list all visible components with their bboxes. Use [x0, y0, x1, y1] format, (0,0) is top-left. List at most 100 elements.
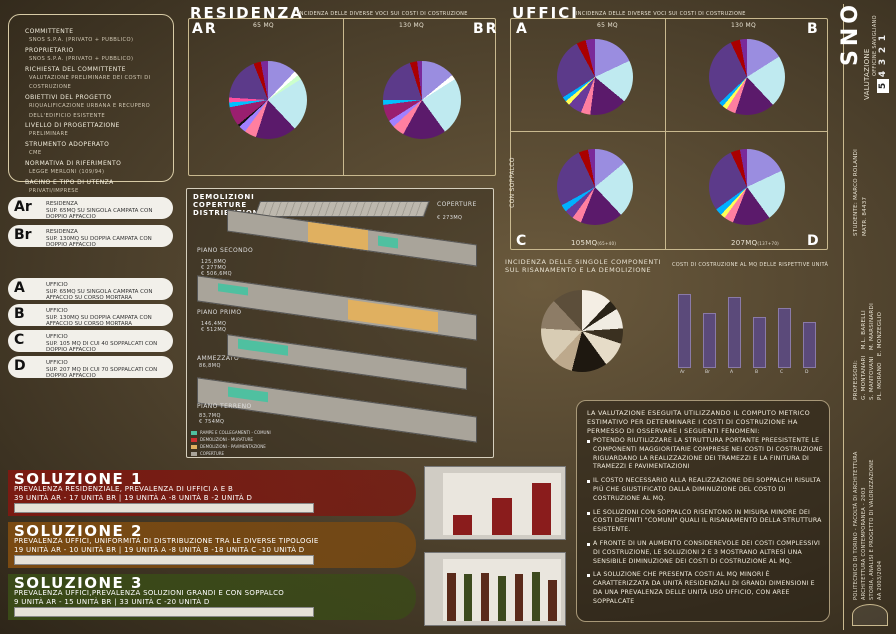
unit-code-b: B [807, 21, 820, 37]
label-terreno-l2: € 754mq [199, 419, 225, 425]
area-primo-teal [218, 283, 248, 296]
demolizioni-panel: DemolizioniCopertureDistribuzione Copert… [186, 188, 494, 458]
demolizioni-legend-item: Coperture [191, 450, 271, 457]
label-primo-l2: € 512mq [201, 327, 227, 333]
bullet-icon [587, 511, 590, 515]
soluzione-desc: Prevalenza residenziale, prevalenza di u… [14, 485, 234, 493]
soluzione-1: Soluzione 1 Prevalenza residenziale, prev… [8, 470, 416, 516]
costi-category-label: Br [705, 370, 710, 375]
sol-bar [514, 573, 524, 621]
sol-bar [531, 572, 540, 621]
costi-bar-Br [703, 313, 716, 368]
unit-pill-br: Br Residenza Sup. 130mq su doppia campata … [8, 225, 173, 249]
unit-area-c: 105mq(65+40) [571, 239, 617, 247]
sol-chart-2-bars [443, 559, 561, 621]
soluzione-title: Soluzione 3 [14, 574, 143, 592]
professori-block: Professori: G. Montanari M.L. Barelli S. M… [853, 302, 883, 400]
legend-label: Demolizioni - pavimentazione [200, 444, 266, 449]
project-info-panel: Committente Snos S.p.a. (privato + pubbli… [8, 14, 174, 194]
valutazione-point: La soluzione che presenta costi al mq mi… [587, 571, 823, 606]
info-line: Legge Merloni (109/94) [29, 169, 105, 176]
unit-pill-code: Br [14, 227, 32, 243]
residenza-title: Residenza [190, 4, 304, 22]
pie-chart-d [709, 149, 785, 225]
costi-category-label: Ar [680, 370, 685, 375]
info-line: Riqualificazione urbana e recupero dell'… [29, 103, 151, 119]
unit-pill-title: Residenza [46, 201, 78, 207]
area-primo-orange [348, 299, 438, 333]
unit-pill-desc: Ufficio Sup. 105 mq di cui 40 soppalcati … [46, 334, 173, 354]
sol-bar [548, 579, 557, 621]
costi-bars-area [672, 280, 824, 368]
soluzione-table [14, 555, 314, 565]
polito-seal-icon [852, 604, 888, 626]
unit-area-br: 130 mq [399, 22, 425, 29]
unit-pill-title: Residenza [46, 229, 78, 235]
costi-chart-title: Costi di costruzione al mq delle rispett… [672, 262, 829, 268]
info-line: Bacino e tipo di utenza [25, 178, 114, 186]
point-text: Potendo riutilizzare la struttura portan… [593, 437, 823, 471]
info-line: Proprietario [25, 46, 74, 54]
unit-area-d: 207mq(137+70) [731, 239, 780, 247]
point-text: Il costo necessario alla realizzazione d… [593, 477, 821, 502]
label-piano-primo: Piano primo [197, 309, 242, 316]
unit-code-br: Br [473, 21, 499, 37]
unit-pill-ar: Ar Residenza Sup. 65mq su singola campata … [8, 197, 173, 221]
unit-pill-desc: Residenza Sup. 65mq su singola campata co… [46, 201, 173, 221]
point-text: Le soluzioni con soppalco risentono in m… [593, 508, 822, 534]
soluzione-chart-2 [424, 552, 566, 626]
costi-bar-C [778, 307, 791, 368]
uffici-title: Uffici [512, 4, 579, 22]
legend-swatch [191, 437, 197, 442]
uffici-subtitle: Incidenza delle diverse voci sui costi d… [576, 11, 746, 17]
costi-bar-D [803, 321, 816, 368]
valutazione-point: Il costo necessario alla realizzazione d… [587, 477, 823, 503]
pie-chart-incidenza [541, 290, 623, 372]
unit-pill-desc: Ufficio Sup. 130mq su doppia campata con … [46, 308, 173, 328]
soluzione-title: Soluzione 1 [14, 470, 143, 488]
unit-pill-code: A [14, 280, 25, 296]
incidenza-title: Incidenza delle singole componenti sul ri… [505, 258, 661, 274]
bullet-icon [587, 574, 590, 578]
unit-code-c: C [516, 233, 529, 249]
unit-pill-a: A Ufficio Sup. 65mq su singola campata con… [8, 278, 173, 301]
info-line: Preliminare [29, 131, 69, 138]
legend-label: Rampe e collegamenti - comuni [200, 430, 271, 435]
floor-piano-primo [197, 275, 477, 341]
bullet-icon [587, 542, 590, 546]
info-line: Snos S.p.a. (privato + pubblico) [29, 37, 134, 44]
sol-bar [492, 497, 512, 535]
label-coperture: Coperture [437, 201, 477, 208]
unit-pill-code: C [14, 332, 25, 348]
valutazione-panel: La valutazione eseguita utilizzando il c… [576, 400, 830, 622]
sol-bar [447, 573, 456, 621]
costi-chart [668, 280, 828, 368]
label-piano-terreno: Piano terreno [197, 403, 252, 410]
student-block: Studente: Marco Rolandi matr. 84437 [853, 148, 868, 236]
costi-category-label: D [805, 370, 809, 375]
residenza-subtitle: Incidenza delle diverse voci sui costi d… [298, 11, 468, 17]
demolizioni-legend: Rampe e collegamenti - comuni Demolizioni… [191, 429, 271, 457]
legend-label: Demolizioni - murature [200, 437, 253, 442]
label-secondo-l3: € 506,6mq [201, 271, 232, 277]
legend-swatch [191, 430, 197, 435]
legend-swatch [191, 444, 197, 449]
bullet-icon [587, 480, 590, 484]
sol-bar [497, 575, 507, 621]
soluzione-chart-1 [424, 466, 566, 540]
valutazione-point: Potendo riutilizzare la struttura portan… [587, 437, 823, 472]
unit-pill-c: C Ufficio Sup. 105 mq di cui 40 soppalcati… [8, 330, 173, 354]
page-number-5[interactable]: 5 [877, 79, 889, 93]
legend-label: Coperture [200, 451, 225, 456]
unit-pill-text: Sup. 65mq su singola campata con doppio … [46, 207, 153, 221]
bullet-icon [587, 440, 590, 443]
legend-swatch [191, 451, 197, 456]
area-secondo-orange [308, 221, 368, 251]
soluzione-units: 19 unità Ar - 10 unità Br | 19 unità A -… [14, 546, 305, 554]
soluzione-title: Soluzione 2 [14, 522, 143, 540]
soluzione-units: 9 unità Ar - 15 unità Br | 33 unità C -2… [14, 598, 210, 606]
unit-pill-text: Sup. 130mq su doppia campata con doppio … [46, 235, 152, 249]
valutazione-points: Potendo riutilizzare la struttura portan… [587, 437, 823, 612]
point-text: A fronte di un aumento considerevole dei… [593, 539, 821, 565]
soppalco-vertical-label: Con soppalco [508, 157, 516, 208]
